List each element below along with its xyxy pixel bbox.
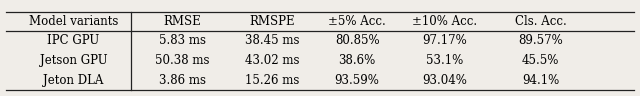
Text: 93.04%: 93.04% <box>422 74 467 87</box>
Text: Cls. Acc.: Cls. Acc. <box>515 15 566 28</box>
Text: RMSPE: RMSPE <box>249 15 295 28</box>
Text: 93.59%: 93.59% <box>335 74 380 87</box>
Text: Jetson GPU: Jetson GPU <box>40 54 108 67</box>
Text: Model variants: Model variants <box>29 15 118 28</box>
Text: 5.83 ms: 5.83 ms <box>159 34 206 47</box>
Text: 94.1%: 94.1% <box>522 74 559 87</box>
Text: RMSE: RMSE <box>164 15 201 28</box>
Text: Jeton DLA: Jeton DLA <box>44 74 104 87</box>
Text: 15.26 ms: 15.26 ms <box>245 74 299 87</box>
Text: 43.02 ms: 43.02 ms <box>244 54 300 67</box>
Text: ±5% Acc.: ±5% Acc. <box>328 15 386 28</box>
Text: IPC GPU: IPC GPU <box>47 34 100 47</box>
Text: 80.85%: 80.85% <box>335 34 380 47</box>
Text: 53.1%: 53.1% <box>426 54 463 67</box>
Text: ±10% Acc.: ±10% Acc. <box>412 15 477 28</box>
Text: 97.17%: 97.17% <box>422 34 467 47</box>
Text: 45.5%: 45.5% <box>522 54 559 67</box>
Text: 50.38 ms: 50.38 ms <box>155 54 210 67</box>
Text: 3.86 ms: 3.86 ms <box>159 74 206 87</box>
Text: 38.45 ms: 38.45 ms <box>244 34 300 47</box>
Text: 89.57%: 89.57% <box>518 34 563 47</box>
Text: 38.6%: 38.6% <box>339 54 376 67</box>
